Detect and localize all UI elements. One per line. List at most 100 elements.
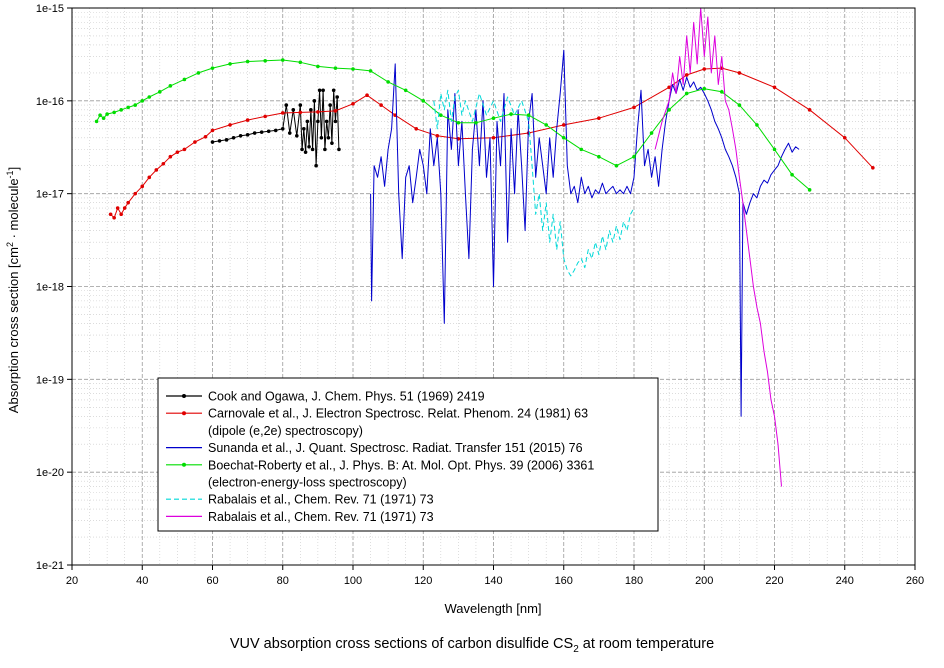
x-tick-label: 60 [206, 575, 218, 587]
legend-label-4-line2: (electron-energy-loss spectroscopy) [208, 476, 407, 490]
series-2-point [379, 103, 383, 107]
x-tick-label: 100 [344, 575, 362, 587]
x-tick-label: 20 [66, 575, 78, 587]
legend-label-2-line2: (dipole (e,2e) spectroscopy) [208, 424, 363, 438]
y-tick-label: 1e-21 [36, 560, 64, 572]
series-4-point [245, 59, 250, 64]
series-1-point [323, 147, 327, 152]
series-4-point [456, 120, 461, 125]
x-tick-label: 80 [277, 575, 289, 587]
series-4-point [649, 131, 654, 135]
legend-marker-4 [182, 462, 186, 467]
series-2-point [193, 140, 197, 144]
series-2-point [597, 116, 601, 121]
series-4-point [491, 116, 496, 121]
series-2-point [298, 110, 303, 115]
x-tick-label: 40 [136, 575, 148, 587]
y-tick-label: 1e-17 [36, 189, 64, 201]
y-tick-label: 1e-18 [36, 282, 64, 294]
series-1-point [210, 140, 215, 144]
series-4-point [720, 90, 724, 94]
legend-label-5: Rabalais et al., Chem. Rev. 71 (1971) 73 [208, 493, 434, 507]
series-2-point [491, 135, 496, 140]
x-tick-label: 140 [484, 575, 502, 587]
series-1-point [259, 130, 264, 134]
series-2-point [737, 71, 742, 75]
series-4-point [386, 80, 390, 84]
series-2-point [168, 154, 173, 159]
series-4-point [509, 112, 513, 116]
legend: Cook and Ogawa, J. Chem. Phys. 51 (1969)… [157, 377, 659, 532]
series-2-point [333, 109, 338, 113]
series-4-point [98, 113, 102, 118]
series-1-point [298, 103, 303, 107]
x-tick-label: 160 [555, 575, 573, 587]
series-1-point [302, 126, 306, 131]
series-line-5 [433, 89, 635, 277]
series-1-point [238, 134, 243, 138]
y-axis-ticks: 1e-21 1e-20 1e-19 1e-18 1e-17 1e-16 1e-15 [36, 3, 72, 572]
series-1-point [316, 119, 320, 124]
series-1-point [224, 138, 229, 142]
series-2-point [632, 105, 636, 110]
series-4-point [101, 116, 106, 121]
series-4-point [140, 99, 145, 103]
series-4-point [544, 123, 548, 127]
series-4-point [403, 88, 408, 93]
series-4-point [228, 62, 232, 66]
x-tick-label: 260 [906, 575, 924, 587]
series-2-point [147, 175, 152, 180]
series-1-point [266, 129, 271, 134]
x-axis-label: Wavelength [nm] [444, 601, 541, 616]
series-4-point [133, 103, 138, 107]
series-4-point [684, 91, 689, 96]
series-2-point [393, 113, 397, 118]
series-4-point [474, 120, 478, 125]
legend-label-4: Boechat-Roberty et al., J. Phys. B: At. … [208, 458, 594, 472]
series-2-point [435, 134, 440, 138]
series-2-point [351, 101, 355, 106]
series-2-point [154, 168, 159, 172]
series-4-point [112, 110, 116, 115]
series-1-point [245, 133, 250, 137]
series-1-point [321, 88, 325, 93]
series-4-point [263, 58, 267, 63]
series-2-point [175, 150, 180, 154]
x-tick-label: 180 [625, 575, 643, 587]
series-4-point [737, 103, 742, 107]
series-1-point [284, 103, 289, 107]
series-4-point [168, 84, 173, 88]
series-4-point [182, 77, 187, 82]
series-2-point [245, 118, 250, 122]
series-2-point [842, 135, 847, 140]
series-2-point [112, 215, 116, 220]
series-1-point [314, 163, 318, 168]
series-4-point [316, 64, 320, 69]
series-2-point [365, 93, 369, 97]
legend-label-1: Cook and Ogawa, J. Chem. Phys. 51 (1969)… [208, 390, 485, 404]
series-2-point [126, 200, 130, 205]
series-1-point [317, 88, 322, 93]
series-2-point [807, 108, 812, 112]
series-4-point [579, 147, 584, 152]
series-2-point [263, 114, 267, 119]
series-4-point [807, 188, 812, 192]
series-4-point [439, 113, 443, 118]
x-tick-label: 120 [414, 575, 432, 587]
series-4-point [368, 69, 373, 73]
series-1-point [328, 103, 332, 107]
y-tick-label: 1e-20 [36, 467, 64, 479]
x-tick-label: 220 [765, 575, 783, 587]
series-2-point [228, 123, 232, 127]
series-line-3 [370, 49, 800, 417]
series-2-point [115, 206, 120, 210]
series-4-point [210, 66, 215, 70]
series-1-point [335, 95, 339, 99]
series-1-point [300, 147, 304, 152]
series-4-point [702, 86, 707, 91]
series-2-point [133, 191, 138, 196]
series-1-point [326, 135, 331, 140]
figure-caption: VUV absorption cross sections of carbon … [229, 636, 715, 655]
series-1-point [273, 128, 278, 133]
series-4-point [333, 66, 338, 70]
